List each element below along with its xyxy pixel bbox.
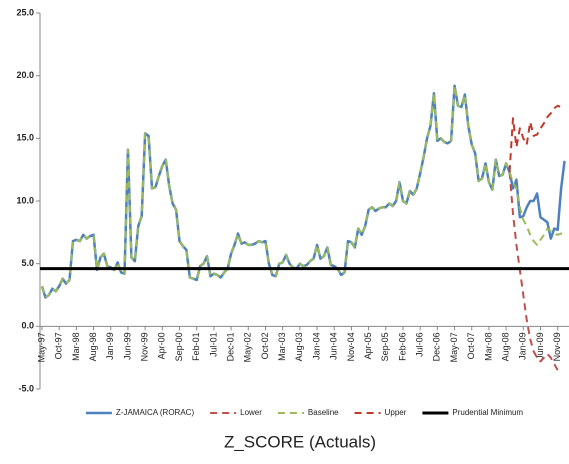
- chart-title: Z_SCORE (Actuals): [224, 432, 376, 451]
- y-tick-label: -5.0: [18, 383, 34, 393]
- y-tick-label: 0.0: [21, 321, 34, 331]
- x-tick-label: Oct-97: [54, 332, 64, 359]
- x-tick-label: Jul-06: [415, 332, 425, 357]
- x-tick-label: Apr-00: [157, 332, 167, 359]
- x-tick-label: Aug-08: [500, 332, 510, 361]
- y-tick-label: 25.0: [16, 7, 34, 17]
- legend-label: Z-JAMAICA (RORAC): [116, 408, 195, 417]
- x-tick-label: May-07: [449, 332, 459, 362]
- x-tick-label: Jun-04: [329, 332, 339, 360]
- x-tick-label: Jul-01: [208, 332, 218, 357]
- x-tick-label: Mar-08: [483, 332, 493, 361]
- x-tick-label: Jun-09: [535, 332, 545, 360]
- legend-label: Upper: [385, 408, 407, 417]
- x-tick-label: Oct-07: [466, 332, 476, 359]
- x-tick-label: Nov-04: [346, 332, 356, 361]
- x-tick-label: Mar-03: [277, 332, 287, 361]
- legend-label: Lower: [240, 408, 262, 417]
- series-line: [508, 104, 562, 173]
- legend: Z-JAMAICA (RORAC) Lower Baseline Upper Prude…: [85, 408, 523, 417]
- y-tick-label: 10.0: [16, 195, 34, 205]
- x-tick-label: Jun-99: [122, 332, 132, 360]
- x-tick-label: Aug-98: [88, 332, 98, 361]
- x-tick-label: Oct-02: [260, 332, 270, 359]
- x-tick-label: Aug-03: [294, 332, 304, 361]
- x-tick-label: Dec-06: [432, 332, 442, 361]
- x-tick-label: Sep-00: [174, 332, 184, 361]
- y-tick-label: 5.0: [21, 258, 34, 268]
- x-tick-label: May-02: [243, 332, 253, 362]
- series-line: [41, 84, 565, 299]
- y-tick-label: 15.0: [16, 133, 34, 143]
- x-tick-label: Sep-05: [380, 332, 390, 361]
- x-tick-label: May-97: [36, 332, 46, 362]
- x-tick-label: Jan-04: [311, 332, 321, 360]
- legend-label: Prudential Minimum: [452, 408, 523, 417]
- x-tick-label: Jan-09: [518, 332, 528, 360]
- x-tick-label: Apr-05: [363, 332, 373, 359]
- legend-label: Baseline: [308, 408, 339, 417]
- series-line: [508, 172, 559, 371]
- y-tick-label: 20.0: [16, 70, 34, 80]
- x-tick-label: Nov-09: [552, 332, 562, 361]
- x-tick-label: Feb-01: [191, 332, 201, 361]
- x-tick-label: Jan-99: [105, 332, 115, 360]
- x-tick-label: Mar-98: [71, 332, 81, 361]
- x-tick-label: Feb-06: [397, 332, 407, 361]
- x-tick-label: Dec-01: [225, 332, 235, 361]
- x-tick-label: Nov-99: [140, 332, 150, 361]
